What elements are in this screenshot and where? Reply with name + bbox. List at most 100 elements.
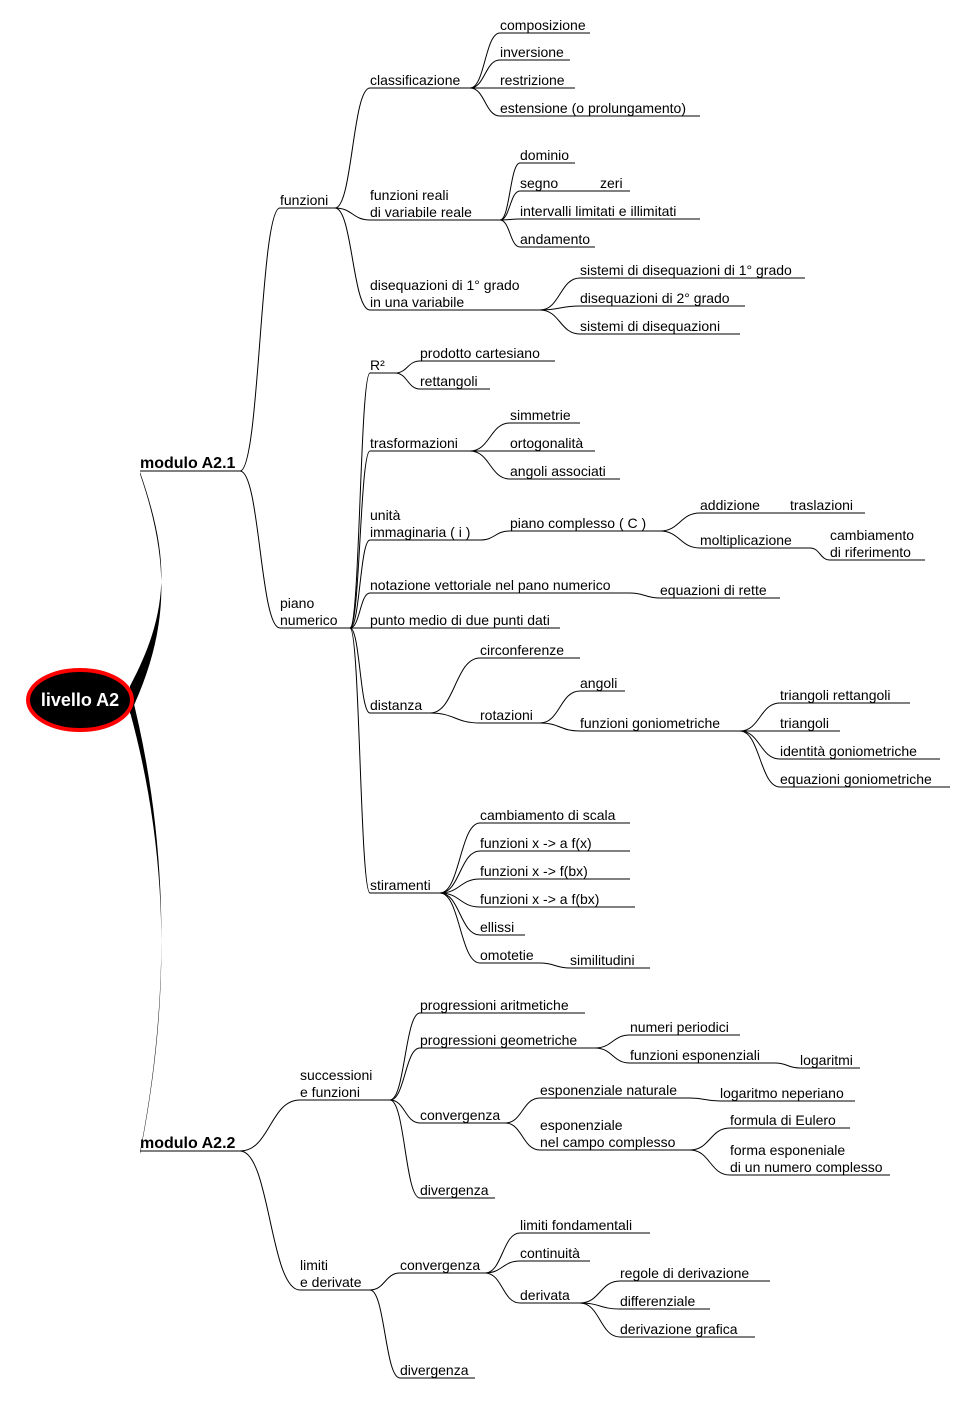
connector [440, 893, 480, 963]
node-label: funzioni goniometriche [580, 715, 720, 731]
connector [630, 593, 660, 598]
node-label: funzioni x -> a f(bx) [480, 891, 599, 907]
connector [395, 361, 420, 373]
connector [580, 1281, 620, 1303]
node-label: logaritmi [800, 1052, 853, 1068]
node-label: piano [280, 595, 314, 611]
connector [540, 691, 580, 723]
node-label: funzioni reali [370, 187, 449, 203]
node-label: numerico [280, 612, 338, 628]
connector [430, 713, 480, 723]
node-label: immaginaria ( i ) [370, 524, 470, 540]
node-label: segno [520, 175, 558, 191]
node-label: rotazioni [480, 707, 533, 723]
node-label: triangoli [780, 715, 829, 731]
node-label: convergenza [420, 1107, 500, 1123]
node-label: differenziale [620, 1293, 695, 1309]
connector [470, 423, 510, 451]
connector [335, 208, 370, 310]
node-label: circonferenze [480, 642, 564, 658]
connector [660, 531, 700, 548]
connector [595, 1035, 630, 1048]
connector [810, 548, 830, 560]
trunk-connector [130, 472, 161, 714]
node-label: stiramenti [370, 877, 431, 893]
node-label: successioni [300, 1067, 372, 1083]
node-label: ellissi [480, 919, 514, 935]
node-label: triangoli rettangoli [780, 687, 891, 703]
node-label: sistemi di disequazioni [580, 318, 720, 334]
connector [485, 1273, 520, 1303]
node-label: formula di Eulero [730, 1112, 836, 1128]
connector [660, 513, 700, 531]
node-label: progressioni geometriche [420, 1032, 577, 1048]
node-label: logaritmo neperiano [720, 1085, 844, 1101]
connector [335, 208, 370, 220]
node-label: zeri [600, 175, 623, 191]
connector [740, 703, 780, 731]
trunk-connector [130, 688, 161, 1154]
node-label: in una variabile [370, 294, 464, 310]
node-label: regole di derivazione [620, 1265, 749, 1281]
connector [470, 88, 500, 116]
node-label: funzioni esponenziali [630, 1047, 760, 1063]
connector [505, 1123, 540, 1150]
connector [240, 1151, 300, 1290]
connector [390, 1013, 420, 1100]
connector [540, 963, 570, 968]
connector [350, 540, 370, 628]
node-label: divergenza [420, 1182, 489, 1198]
node-label: ortogonalità [510, 435, 583, 451]
node-label: continuità [520, 1245, 580, 1261]
node-label: di un numero complesso [730, 1159, 883, 1175]
node-label: notazione vettoriale nel pano numerico [370, 577, 611, 593]
node-label: intervalli limitati e illimitati [520, 203, 676, 219]
connector [690, 1098, 720, 1101]
connector [690, 1150, 730, 1175]
node-label: R² [370, 357, 385, 373]
connector [440, 823, 480, 893]
node-label: similitudini [570, 952, 635, 968]
node-label: restrizione [500, 72, 565, 88]
connector [540, 306, 580, 310]
node-label: angoli associati [510, 463, 606, 479]
node-label: equazioni di rette [660, 582, 767, 598]
node-label: distanza [370, 697, 422, 713]
connector [540, 723, 580, 731]
node-label: limiti fondamentali [520, 1217, 632, 1233]
connector [370, 1290, 400, 1378]
connector [470, 60, 500, 88]
connector [240, 1100, 300, 1151]
node-label: punto medio di due punti dati [370, 612, 550, 628]
node-label: funzioni x -> a f(x) [480, 835, 592, 851]
node-label: moltiplicazione [700, 532, 792, 548]
connector [580, 1303, 620, 1337]
node-label: e funzioni [300, 1084, 360, 1100]
connector [500, 220, 520, 247]
node-label: modulo A2.1 [140, 455, 236, 472]
node-label: simmetrie [510, 407, 571, 423]
node-label: piano complesso ( C ) [510, 515, 646, 531]
node-label: dominio [520, 147, 569, 163]
node-label: andamento [520, 231, 590, 247]
node-label: traslazioni [790, 497, 853, 513]
connector [595, 1048, 630, 1063]
node-label: derivazione grafica [620, 1321, 738, 1337]
node-label: prodotto cartesiano [420, 345, 540, 361]
node-label: progressioni aritmetiche [420, 997, 569, 1013]
node-label: composizione [500, 17, 586, 33]
connector [540, 310, 580, 334]
node-label: sistemi di disequazioni di 1° grado [580, 262, 792, 278]
connector [370, 1273, 400, 1290]
node-label: trasformazioni [370, 435, 458, 451]
node-label: modulo A2.2 [140, 1135, 236, 1152]
node-label: cambiamento [830, 527, 914, 543]
node-label: divergenza [400, 1362, 469, 1378]
connector [240, 208, 280, 471]
connector [350, 451, 370, 628]
node-label: funzioni x -> f(bx) [480, 863, 588, 879]
node-label: addizione [700, 497, 760, 513]
node-label: estensione (o prolungamento) [500, 100, 686, 116]
node-label: cambiamento di scala [480, 807, 616, 823]
node-label: disequazioni di 2° grado [580, 290, 730, 306]
